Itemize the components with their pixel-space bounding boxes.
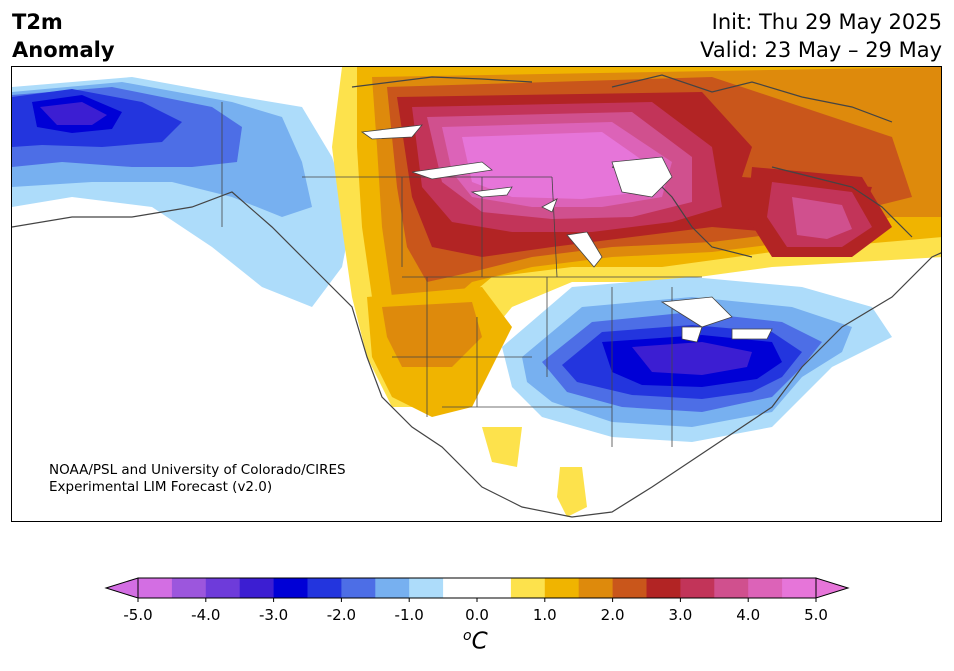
colorbar-cell <box>477 578 512 598</box>
colorbar-cell <box>714 578 749 598</box>
colorbar-tick-label: 2.0 <box>601 606 625 624</box>
colorbar-tick-label: -1.0 <box>395 606 424 624</box>
valid-date: Valid: 23 May – 29 May <box>700 38 942 62</box>
colorbar-cell <box>578 578 614 598</box>
colorbar-tick-label: 1.0 <box>533 606 557 624</box>
colorbar-cell <box>239 578 275 598</box>
colorbar-cell <box>205 578 241 598</box>
colorbar-tick-label: 3.0 <box>668 606 692 624</box>
colorbar-tick-label: -2.0 <box>327 606 356 624</box>
colorbar-cell <box>409 578 444 598</box>
date-info: Init: Thu 29 May 2025 Valid: 23 May – 29… <box>700 8 942 64</box>
credit-line-1: NOAA/PSL and University of Colorado/CIRE… <box>49 462 346 478</box>
colorbar-cell <box>443 578 478 598</box>
colorbar-cell <box>748 578 783 598</box>
colorbar: -5.0 -4.0 -3.0 -2.0 -1.0 0.0 1.0 2.0 3.0 4.0 5.0 <box>104 577 850 624</box>
colorbar-left-extension <box>104 577 139 599</box>
colorbar-cells <box>138 578 817 598</box>
anomaly-map <box>12 67 941 521</box>
map-panel <box>11 66 942 522</box>
colorbar-cell <box>138 578 173 598</box>
warm-anomaly-west-us <box>367 287 587 517</box>
title-line-2: Anomaly <box>12 38 115 62</box>
colorbar-tick-label: 4.0 <box>736 606 760 624</box>
colorbar-tick-label: -3.0 <box>259 606 288 624</box>
cold-anomaly-northwest <box>12 77 352 307</box>
colorbar-cell <box>612 578 647 598</box>
colorbar-cell <box>273 578 308 598</box>
credit-line-2: Experimental LIM Forecast (v2.0) <box>49 479 273 495</box>
colorbar-cell <box>307 578 342 598</box>
colorbar-cell <box>782 578 817 598</box>
colorbar-cell <box>544 578 580 598</box>
colorbar-tick-label: -5.0 <box>123 606 152 624</box>
colorbar-right-extension <box>815 577 850 599</box>
init-date: Init: Thu 29 May 2025 <box>711 10 942 34</box>
colorbar-cell <box>680 578 715 598</box>
colorbar-tick-label: 0.0 <box>465 606 489 624</box>
data-credit: NOAA/PSL and University of Colorado/CIRE… <box>49 462 346 496</box>
map-title: T2m Anomaly <box>12 8 115 64</box>
colorbar-cell <box>646 578 681 598</box>
colorbar-cell <box>375 578 410 598</box>
colorbar-tick-label: 5.0 <box>804 606 828 624</box>
unit-superscript: o <box>463 628 472 644</box>
colorbar-ticks: -5.0 -4.0 -3.0 -2.0 -1.0 0.0 1.0 2.0 3.0 4.0 5.0 <box>123 598 828 624</box>
title-line-1: T2m <box>12 10 63 34</box>
colorbar-cell <box>341 578 376 598</box>
colorbar-unit: oC <box>463 628 488 655</box>
colorbar-tick-label: -4.0 <box>191 606 220 624</box>
colorbar-cell <box>171 578 207 598</box>
unit-base: C <box>471 628 488 655</box>
lakes <box>360 124 773 343</box>
colorbar-cell <box>510 578 546 598</box>
